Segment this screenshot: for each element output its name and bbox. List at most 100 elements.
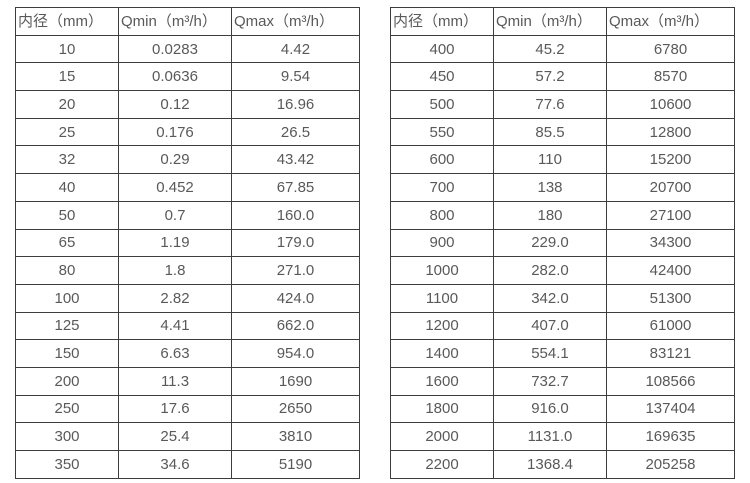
table-cell: 0.0283	[118, 34, 232, 64]
table-cell: 500	[390, 90, 494, 119]
table-cell: 600	[390, 145, 494, 175]
header-diameter: 内径（mm）	[390, 7, 494, 36]
table-cell: 916.0	[493, 394, 607, 424]
table-row: 450 57.2 8570	[390, 62, 735, 92]
table-row: 25 0.176 26.5	[15, 117, 360, 147]
table-cell: 2650	[231, 394, 360, 424]
table-cell: 67.85	[231, 173, 360, 202]
table-cell: 77.6	[493, 90, 607, 119]
table-row: 300 25.4 3810	[15, 422, 360, 451]
table-cell: 954.0	[231, 339, 360, 368]
table-cell: 137404	[606, 394, 735, 424]
flow-table-small-diameters: 内径（mm） Qmin（m³/h） Qmax（m³/h） 10 0.0283 4.4…	[15, 7, 360, 479]
table-cell: 271.0	[231, 256, 360, 285]
table-row: 600 110 15200	[390, 145, 735, 175]
table-row: 20 0.12 16.96	[15, 90, 360, 119]
table-cell: 1.19	[118, 228, 232, 258]
table-cell: 732.7	[493, 366, 607, 396]
table-cell: 169635	[606, 422, 735, 451]
table-cell: 229.0	[493, 228, 607, 258]
table-row: 250 17.6 2650	[15, 394, 360, 424]
table-cell: 250	[15, 394, 119, 424]
table-cell: 65	[15, 228, 119, 258]
table-cell: 0.12	[118, 90, 232, 119]
table-cell: 100	[15, 283, 119, 313]
table-row: 1400 554.1 83121	[390, 339, 735, 368]
table-row: 800 180 27100	[390, 200, 735, 230]
table-row: 1100 342.0 51300	[390, 283, 735, 313]
table-cell: 85.5	[493, 117, 607, 147]
table-cell: 1400	[390, 339, 494, 368]
header-diameter: 内径（mm）	[15, 7, 119, 36]
table-cell: 1.8	[118, 256, 232, 285]
table-cell: 700	[390, 173, 494, 202]
table-cell: 11.3	[118, 366, 232, 396]
table-cell: 2200	[390, 450, 494, 479]
table-cell: 42400	[606, 256, 735, 285]
table-cell: 8570	[606, 62, 735, 92]
table-cell: 554.1	[493, 339, 607, 368]
table-cell: 27100	[606, 200, 735, 230]
table-cell: 26.5	[231, 117, 360, 147]
table-cell: 550	[390, 117, 494, 147]
table-row: 500 77.6 10600	[390, 90, 735, 119]
table-cell: 15	[15, 62, 119, 92]
table-row: 32 0.29 43.42	[15, 145, 360, 175]
table-cell: 25.4	[118, 422, 232, 451]
table-row: 15 0.0636 9.54	[15, 62, 360, 92]
table-cell: 15200	[606, 145, 735, 175]
table-cell: 300	[15, 422, 119, 451]
table-row: 350 34.6 5190	[15, 450, 360, 479]
table-cell: 125	[15, 311, 119, 341]
table-row: 40 0.452 67.85	[15, 173, 360, 202]
table-cell: 110	[493, 145, 607, 175]
table-cell: 3810	[231, 422, 360, 451]
table-row: 125 4.41 662.0	[15, 311, 360, 341]
table-cell: 1368.4	[493, 450, 607, 479]
table-cell: 17.6	[118, 394, 232, 424]
table-cell: 662.0	[231, 311, 360, 341]
table-cell: 1100	[390, 283, 494, 313]
table-cell: 205258	[606, 450, 735, 479]
table-cell: 83121	[606, 339, 735, 368]
header-qmin: Qmin（m³/h）	[493, 7, 607, 36]
table-cell: 180	[493, 200, 607, 230]
table-cell: 4.42	[231, 34, 360, 64]
table-cell: 45.2	[493, 34, 607, 64]
table-cell: 179.0	[231, 228, 360, 258]
header-qmin: Qmin（m³/h）	[118, 7, 232, 36]
table-row: 900 229.0 34300	[390, 228, 735, 258]
table-row: 150 6.63 954.0	[15, 339, 360, 368]
header-qmax: Qmax（m³/h）	[606, 7, 735, 36]
table-cell: 400	[390, 34, 494, 64]
table-row: 100 2.82 424.0	[15, 283, 360, 313]
table-cell: 34300	[606, 228, 735, 258]
table-row: 50 0.7 160.0	[15, 200, 360, 230]
table-cell: 6780	[606, 34, 735, 64]
table-row: 1600 732.7 108566	[390, 366, 735, 396]
table-cell: 108566	[606, 366, 735, 396]
table-cell: 342.0	[493, 283, 607, 313]
table-cell: 43.42	[231, 145, 360, 175]
table-cell: 0.452	[118, 173, 232, 202]
table-cell: 450	[390, 62, 494, 92]
table-row: 550 85.5 12800	[390, 117, 735, 147]
table-cell: 200	[15, 366, 119, 396]
table-cell: 12800	[606, 117, 735, 147]
table-cell: 407.0	[493, 311, 607, 341]
table-cell: 50	[15, 200, 119, 230]
table-cell: 16.96	[231, 90, 360, 119]
table-cell: 0.29	[118, 145, 232, 175]
table-cell: 1600	[390, 366, 494, 396]
table-cell: 160.0	[231, 200, 360, 230]
table-row: 2200 1368.4 205258	[390, 450, 735, 479]
table-cell: 2000	[390, 422, 494, 451]
table-row: 200 11.3 1690	[15, 366, 360, 396]
table-row: 1200 407.0 61000	[390, 311, 735, 341]
header-qmax: Qmax（m³/h）	[231, 7, 360, 36]
table-cell: 150	[15, 339, 119, 368]
header-row: 内径（mm） Qmin（m³/h） Qmax（m³/h）	[15, 7, 360, 36]
table-cell: 1131.0	[493, 422, 607, 451]
table-row: 2000 1131.0 169635	[390, 422, 735, 451]
